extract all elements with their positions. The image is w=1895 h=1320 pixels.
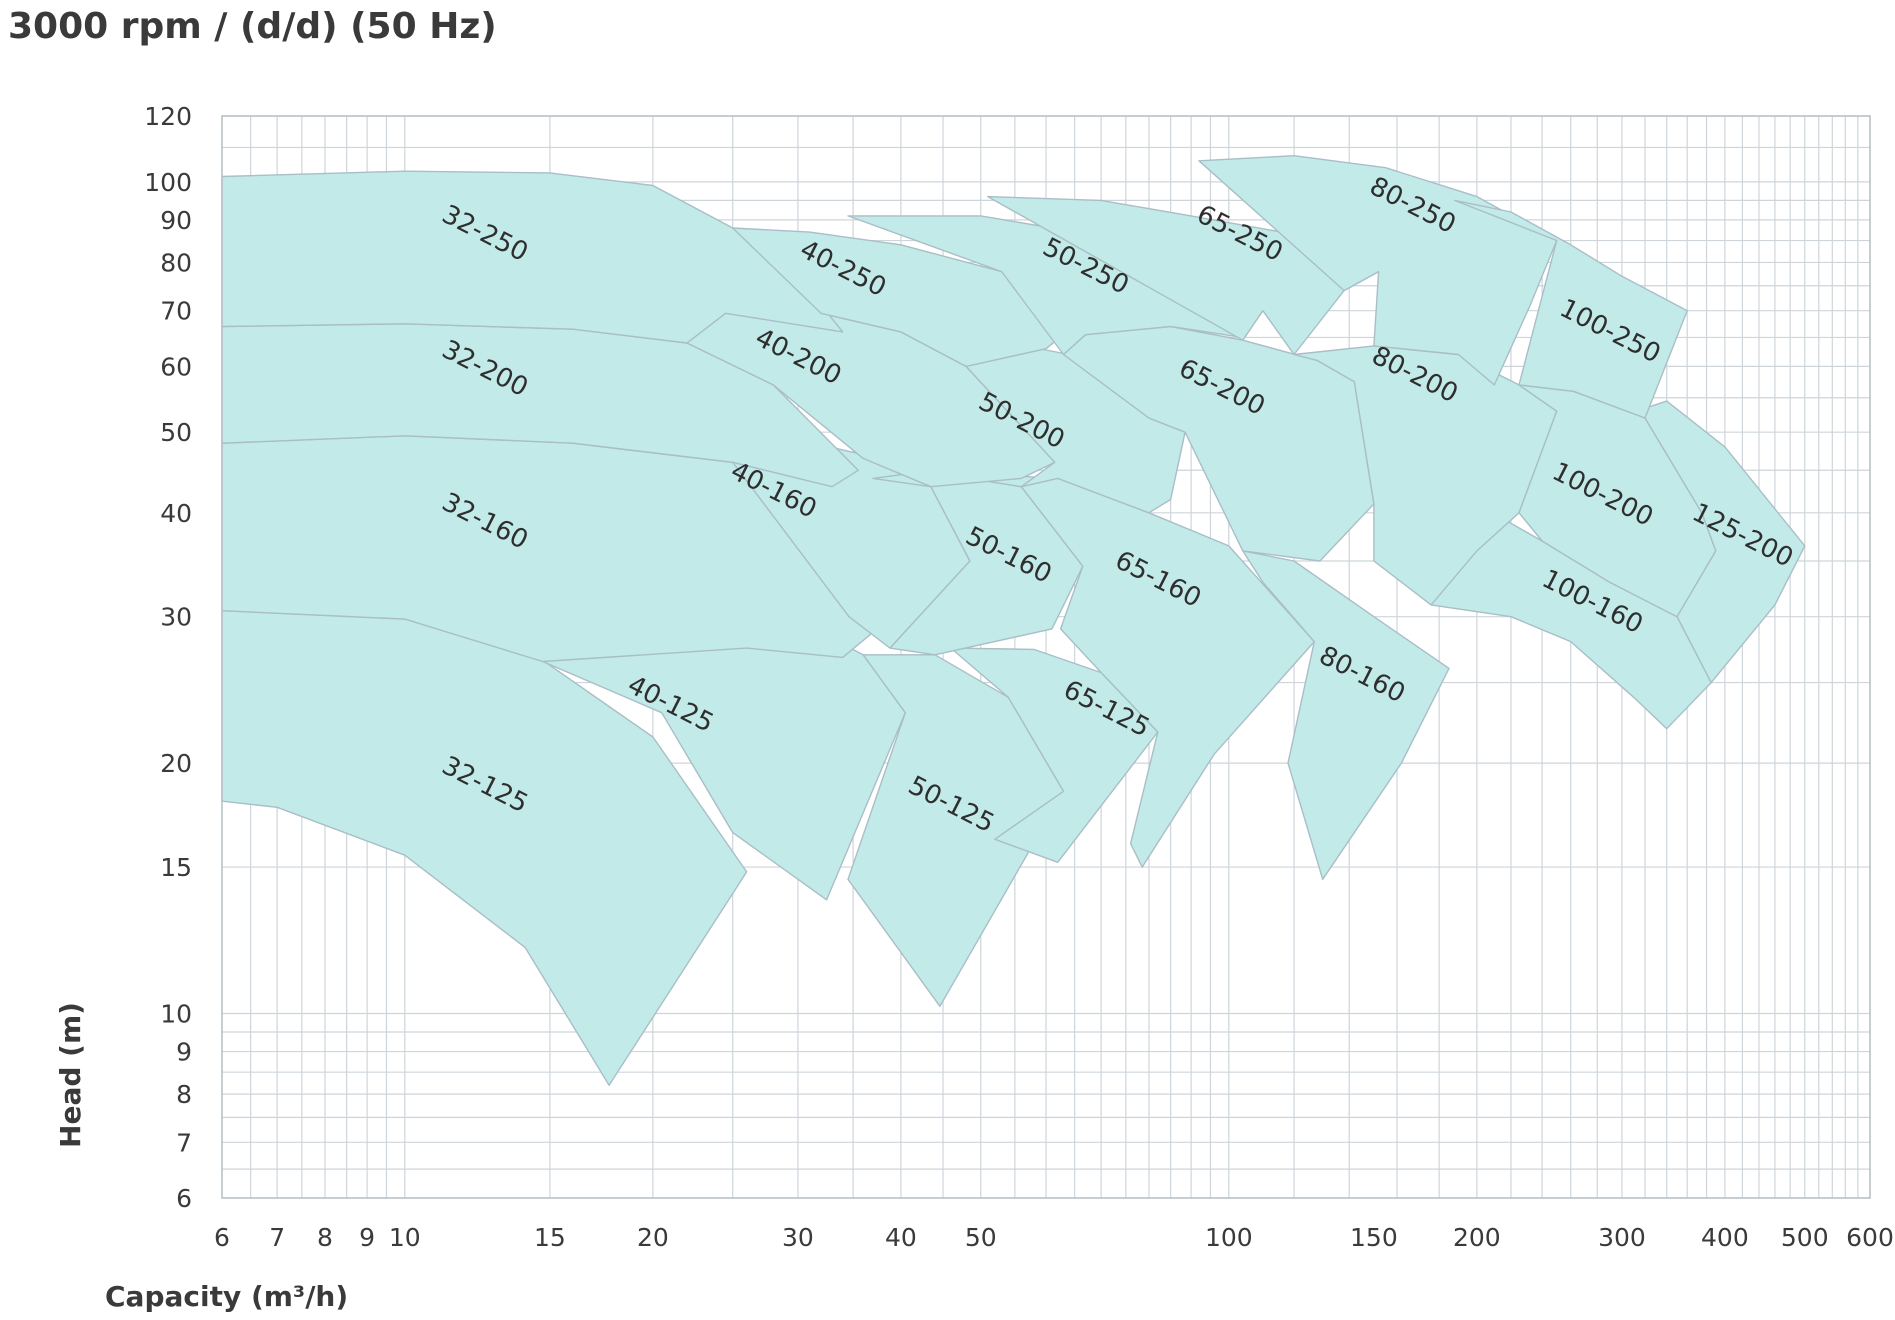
x-tick-label: 40 [885,1223,917,1252]
y-tick-label: 60 [160,352,192,381]
y-tick-label: 6 [176,1184,192,1213]
pump-region-65-125 [950,647,1159,863]
chart-title: 3000 rpm / (d/d) (50 Hz) [8,6,497,47]
y-tick-label: 15 [160,853,192,882]
x-tick-label: 10 [389,1223,421,1252]
y-tick-label: 30 [160,603,192,632]
pump-region-50-200 [900,331,1186,514]
y-tick-label: 70 [160,297,192,326]
x-tick-label: 6 [214,1223,230,1252]
pump-region-32-250 [221,170,844,344]
y-axis-title: Head (m) [54,1002,87,1148]
y-tick-label: 40 [160,499,192,528]
x-tick-label: 9 [359,1223,375,1252]
y-tick-label: 100 [144,168,192,197]
y-tick-label: 9 [176,1038,192,1067]
y-tick-label: 10 [160,999,192,1028]
y-tick-label: 50 [160,418,192,447]
y-tick-label: 120 [144,102,192,131]
y-tick-label: 7 [176,1128,192,1157]
pump-region-80-250 [1198,154,1558,386]
x-tick-label: 15 [534,1223,566,1252]
y-tick-label: 20 [160,749,192,778]
x-tick-label: 30 [782,1223,814,1252]
pump-region-65-160 [917,469,1316,868]
x-tick-label: 600 [1846,1223,1894,1252]
x-tick-label: 500 [1781,1223,1829,1252]
x-tick-label: 50 [965,1223,997,1252]
x-tick-label: 8 [317,1223,333,1252]
x-tick-label: 400 [1701,1223,1749,1252]
x-tick-label: 300 [1598,1223,1646,1252]
pump-region-80-160 [1242,550,1450,880]
x-tick-label: 150 [1350,1223,1398,1252]
y-tick-label: 80 [160,248,192,277]
x-tick-label: 100 [1205,1223,1253,1252]
x-tick-label: 7 [269,1223,285,1252]
y-tick-label: 8 [176,1080,192,1109]
x-tick-label: 200 [1453,1223,1501,1252]
pump-region-50-125 [847,654,1065,1007]
y-tick-label: 90 [160,206,192,235]
x-tick-label: 20 [637,1223,669,1252]
pump-region-125-200 [1635,400,1806,684]
pump-region-100-250 [1453,199,1688,419]
x-axis-title: Capacity (m³/h) [105,1280,348,1313]
region-layer [221,154,1806,1086]
plot-frame [221,115,1871,1199]
